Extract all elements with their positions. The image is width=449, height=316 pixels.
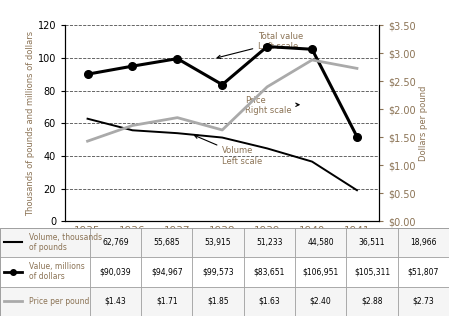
FancyBboxPatch shape [193,287,244,316]
FancyBboxPatch shape [193,257,244,287]
FancyBboxPatch shape [0,287,90,316]
Text: $99,573: $99,573 [202,267,234,276]
FancyBboxPatch shape [90,257,141,287]
Text: $2.88: $2.88 [361,297,383,306]
FancyBboxPatch shape [0,257,90,287]
Text: $2.40: $2.40 [310,297,332,306]
FancyBboxPatch shape [244,228,295,257]
FancyBboxPatch shape [90,228,141,257]
FancyBboxPatch shape [244,287,295,316]
FancyBboxPatch shape [141,228,193,257]
FancyBboxPatch shape [398,257,449,287]
Text: $83,651: $83,651 [254,267,285,276]
Text: 55,685: 55,685 [154,238,180,247]
FancyBboxPatch shape [346,257,398,287]
FancyBboxPatch shape [295,228,346,257]
Text: $1.43: $1.43 [105,297,126,306]
Y-axis label: Thousands of pounds and millions of dollars: Thousands of pounds and millions of doll… [26,31,35,216]
Text: $51,807: $51,807 [408,267,439,276]
FancyBboxPatch shape [346,287,398,316]
Text: $94,967: $94,967 [151,267,183,276]
Text: Volume, thousands
of pounds: Volume, thousands of pounds [29,233,102,252]
Text: Price
Right scale: Price Right scale [245,95,299,115]
FancyBboxPatch shape [244,257,295,287]
Text: $105,311: $105,311 [354,267,390,276]
Text: 51,233: 51,233 [256,238,283,247]
FancyBboxPatch shape [346,228,398,257]
FancyBboxPatch shape [398,228,449,257]
FancyBboxPatch shape [398,287,449,316]
Text: $90,039: $90,039 [100,267,131,276]
FancyBboxPatch shape [141,287,193,316]
Text: Value, millions
of dollars: Value, millions of dollars [29,262,85,282]
Text: $106,951: $106,951 [303,267,339,276]
FancyBboxPatch shape [90,287,141,316]
FancyBboxPatch shape [0,228,90,257]
FancyBboxPatch shape [295,257,346,287]
Text: Total value
Left scale: Total value Left scale [217,32,304,58]
Text: 62,769: 62,769 [102,238,129,247]
Text: Volume
Left scale: Volume Left scale [194,135,263,166]
Text: $1.71: $1.71 [156,297,178,306]
Text: $2.73: $2.73 [413,297,434,306]
Text: 36,511: 36,511 [359,238,385,247]
Text: Price per pound: Price per pound [29,297,89,306]
Text: $1.63: $1.63 [259,297,280,306]
Text: 18,966: 18,966 [410,238,436,247]
FancyBboxPatch shape [141,257,193,287]
FancyBboxPatch shape [193,228,244,257]
Text: 44,580: 44,580 [308,238,334,247]
Text: $1.85: $1.85 [207,297,229,306]
Y-axis label: Dollars per pound: Dollars per pound [419,86,428,161]
Text: 53,915: 53,915 [205,238,231,247]
FancyBboxPatch shape [295,287,346,316]
